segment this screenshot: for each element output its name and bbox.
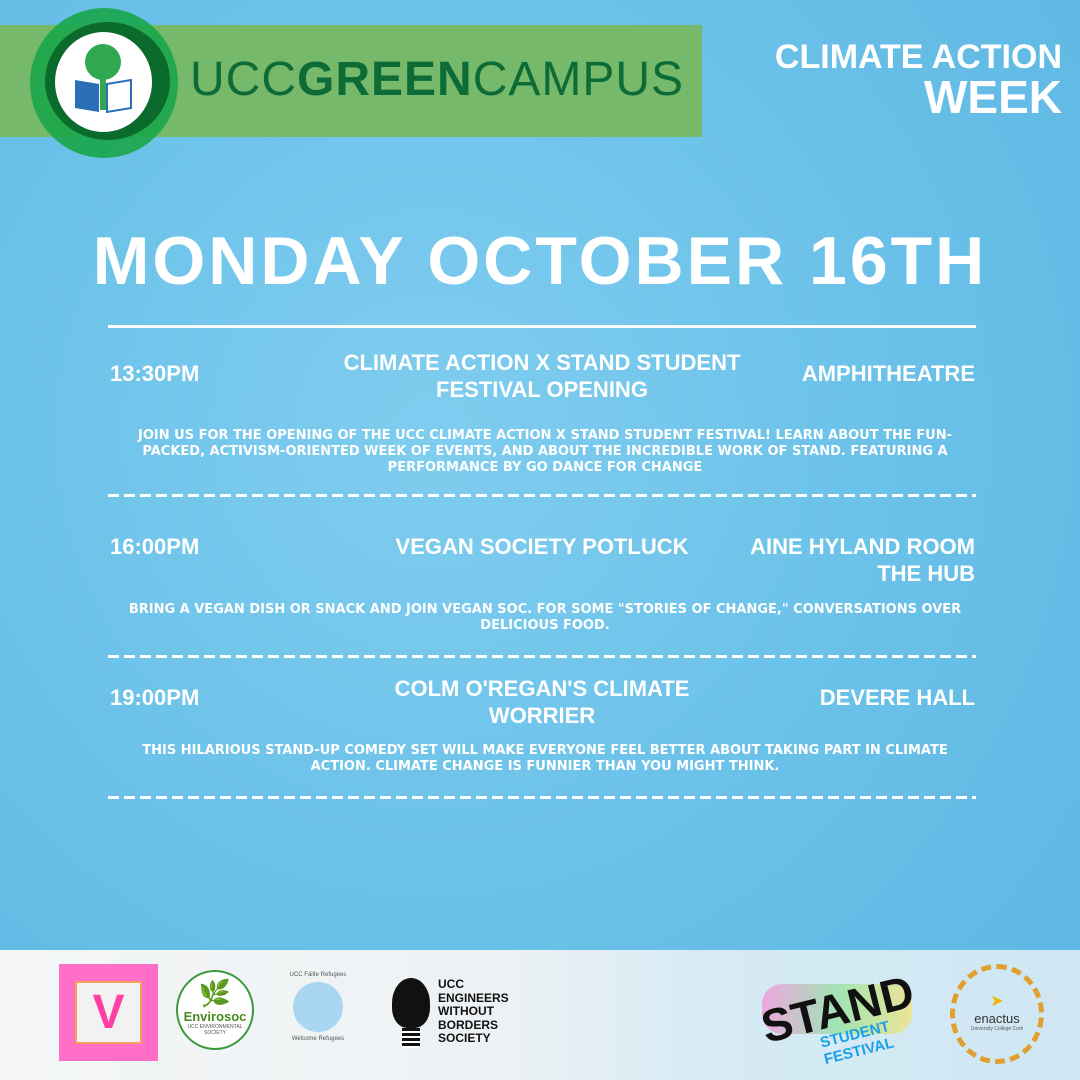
event-venue: DEVERE HALL xyxy=(819,685,975,710)
event-venue: AMPHITHEATRE xyxy=(801,361,975,386)
failte-name: UCC Fáilte Refugees xyxy=(289,972,347,978)
brand-bold: GREEN xyxy=(297,53,473,106)
vegan-soc-logo: V xyxy=(59,964,158,1061)
event-time: 16:00PM xyxy=(110,534,200,559)
event-title: VEGAN SOCIETY POTLUCK xyxy=(395,534,689,559)
ewb-line: WITHOUT xyxy=(438,1004,494,1018)
event-venue: AINE HYLAND ROOM THE HUB xyxy=(750,534,975,586)
paint-splash xyxy=(762,984,912,1034)
envirosoc-name: Envirosoc xyxy=(183,1009,247,1024)
envirosoc-logo: 🌿 Envirosoc UCC ENVIRONMENTAL SOCIETY xyxy=(176,970,254,1050)
vegan-soc-letter: V xyxy=(75,981,142,1044)
ewb-line: ENGINEERS xyxy=(438,990,509,1005)
stand-festival-logo: STAND STUDENT FESTIVAL xyxy=(752,964,932,1074)
event-title: COLM O'REGAN'S CLIMATE WORRIER xyxy=(394,676,690,728)
event-description: JOIN US FOR THE OPENING OF THE UCC CLIMA… xyxy=(138,428,952,475)
dashed-divider xyxy=(108,494,976,497)
enactus-logo: ➤ enactus University College Cork xyxy=(950,964,1044,1064)
event-description: THIS HILARIOUS STAND-UP COMEDY SET WILL … xyxy=(142,743,948,774)
event-name: CLIMATE ACTION WEEK xyxy=(775,40,1062,120)
enactus-name: enactus xyxy=(974,1011,1020,1026)
failte-sub: Welcome Refugees xyxy=(291,1036,345,1042)
day-title: MONDAY OCTOBER 16TH xyxy=(92,223,988,299)
brand-suffix: CAMPUS xyxy=(472,53,685,106)
event-time: 19:00PM xyxy=(110,685,200,710)
dashed-divider xyxy=(108,796,976,799)
ewb-line: BORDERS xyxy=(438,1017,499,1032)
event-title: CLIMATE ACTION X STAND STUDENT FESTIVAL … xyxy=(343,350,741,402)
ewb-logo: UCC ENGINEERS WITHOUT BORDERS SOCIETY xyxy=(392,977,512,1054)
ewb-line: SOCIETY xyxy=(438,1031,491,1045)
event-description: BRING A VEGAN DISH OR SNACK AND JOIN VEG… xyxy=(128,602,962,633)
event-name-line2: WEEK xyxy=(924,71,1062,123)
enactus-sub: University College Cork xyxy=(970,1026,1024,1032)
globe-icon xyxy=(293,982,343,1032)
green-campus-logo-icon xyxy=(55,32,152,132)
enactus-arrow-icon: ➤ xyxy=(990,993,1004,1010)
event-time: 13:30PM xyxy=(110,361,200,386)
divider xyxy=(108,325,976,328)
dashed-divider xyxy=(108,655,976,658)
lightbulb-icon xyxy=(392,978,430,1028)
failte-refugees-logo: UCC Fáilte Refugees Welcome Refugees xyxy=(278,968,358,1054)
lightbulb-base xyxy=(402,1028,420,1048)
event-name-line1: CLIMATE ACTION xyxy=(774,38,1062,76)
brand-wordmark: UCCGREENCAMPUS xyxy=(190,52,684,107)
leaf-icon: 🌿 xyxy=(198,978,232,1008)
ewb-line: UCC xyxy=(438,977,464,991)
brand-prefix: UCC xyxy=(190,53,297,106)
sponsor-footer: V 🌿 Envirosoc UCC ENVIRONMENTAL SOCIETY … xyxy=(0,950,1080,1080)
envirosoc-sub: UCC ENVIRONMENTAL SOCIETY xyxy=(187,1024,243,1036)
